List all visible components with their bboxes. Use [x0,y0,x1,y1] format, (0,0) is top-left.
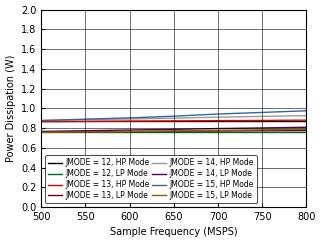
Legend: JMODE = 12, HP Mode, JMODE = 12, LP Mode, JMODE = 13, HP Mode, JMODE = 13, LP Mo: JMODE = 12, HP Mode, JMODE = 12, LP Mode… [45,155,257,203]
Y-axis label: Power Dissipation (W): Power Dissipation (W) [5,55,15,162]
X-axis label: Sample Frequency (MSPS): Sample Frequency (MSPS) [110,227,238,237]
